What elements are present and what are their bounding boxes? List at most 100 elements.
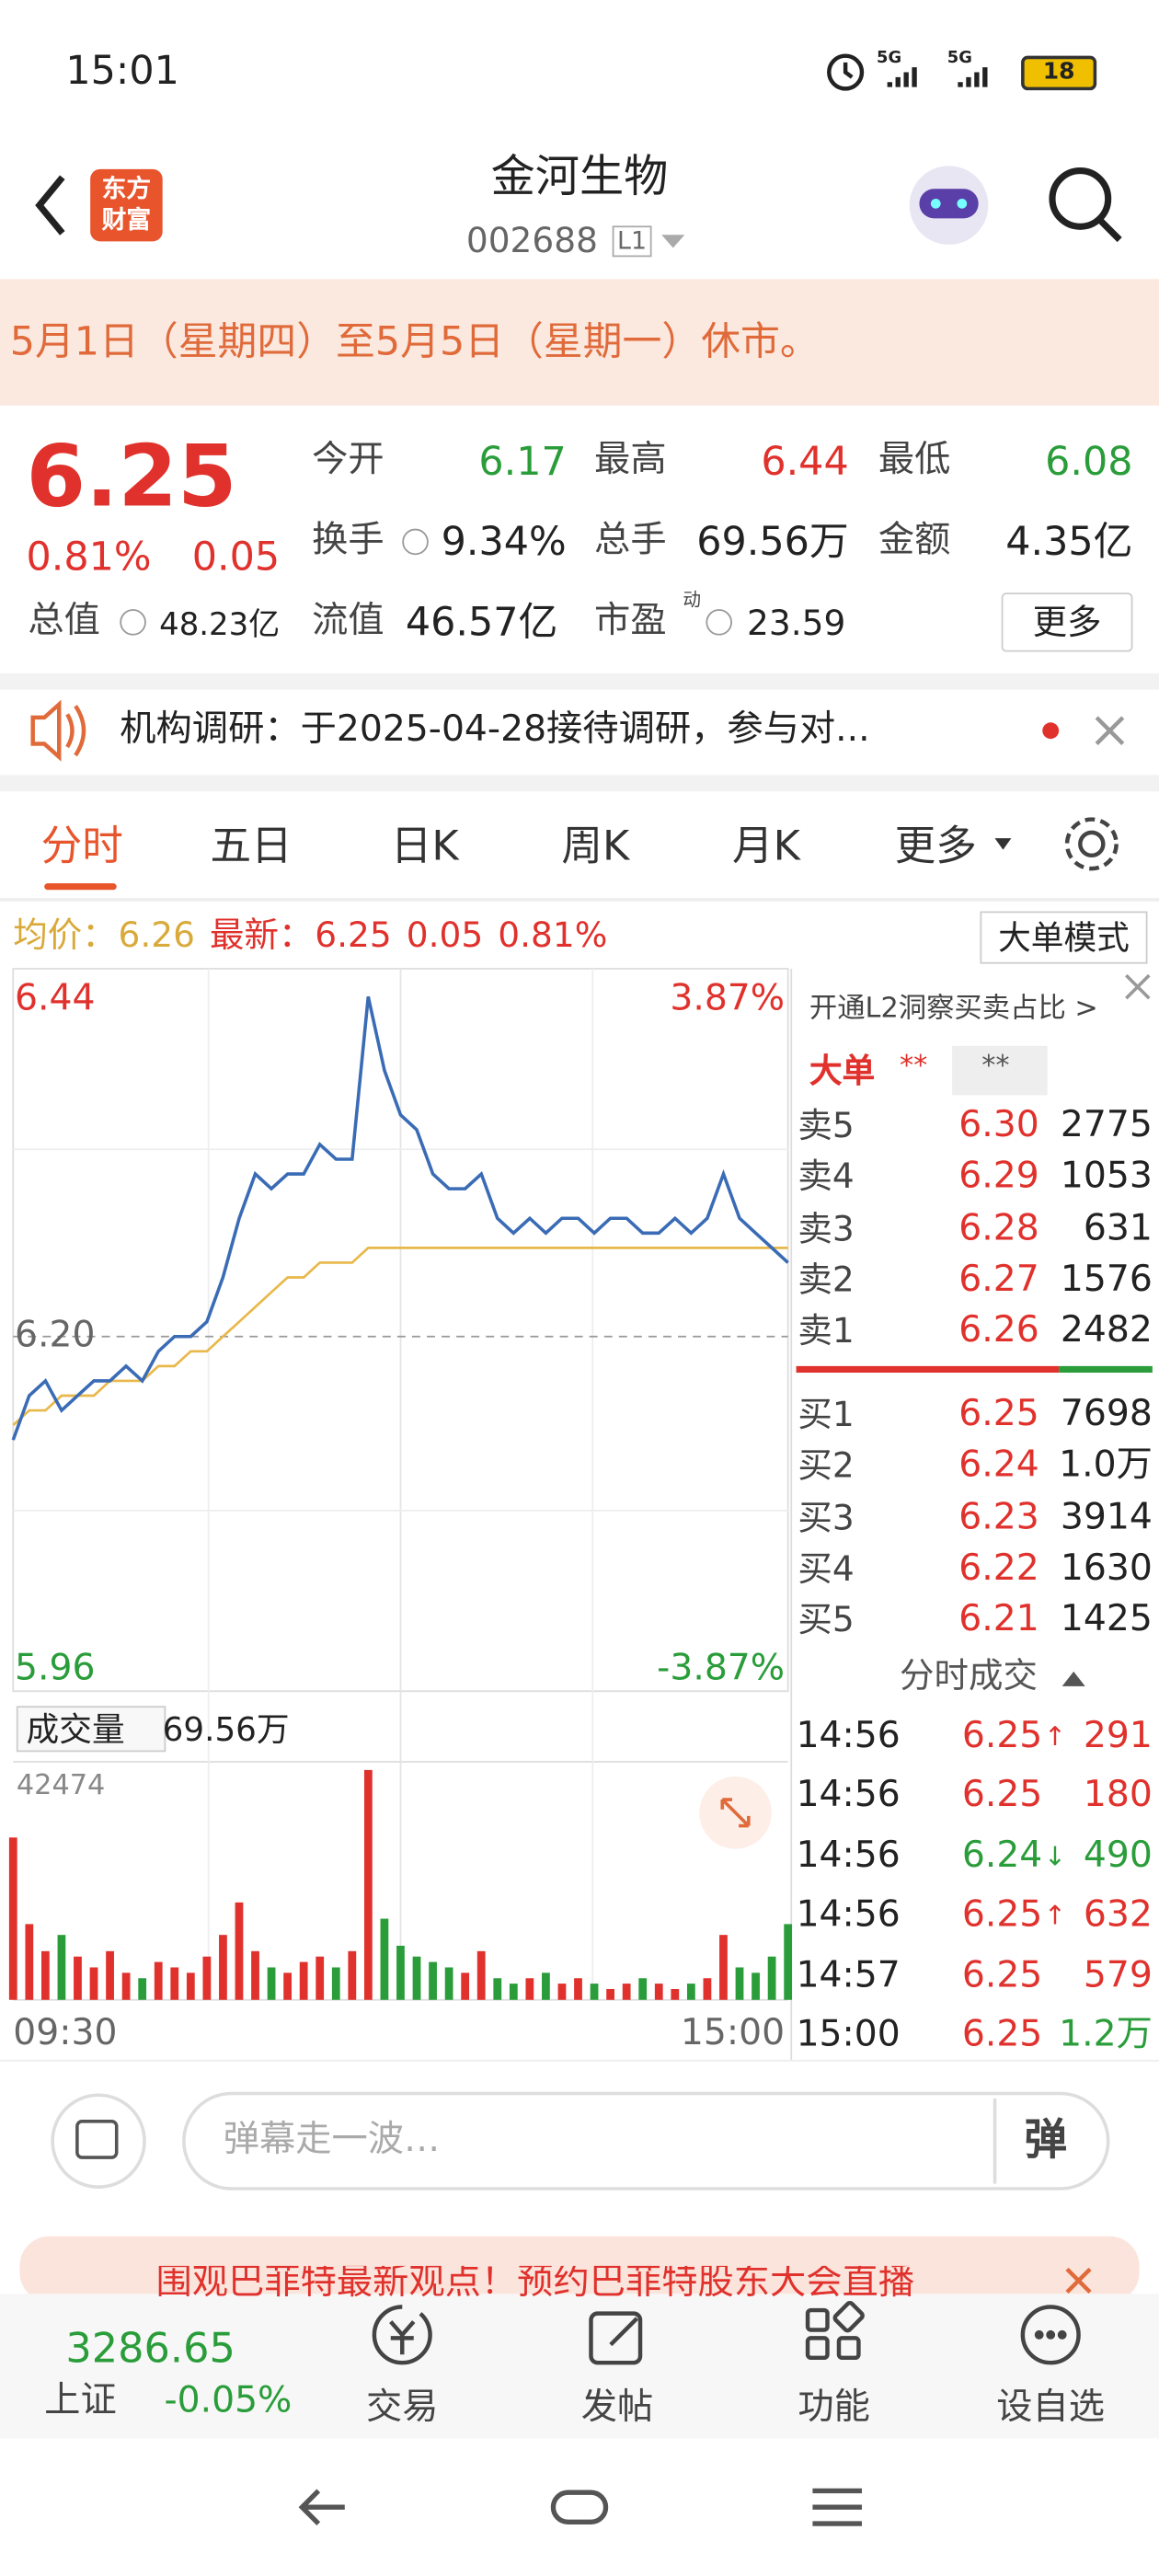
book-label: 买4 bbox=[798, 1548, 855, 1589]
avatar-face bbox=[919, 189, 979, 219]
book-price: 6.29 bbox=[958, 1156, 1039, 1198]
comment-placeholder[interactable]: 弹幕走一波… bbox=[223, 2120, 441, 2161]
ad-banner[interactable] bbox=[19, 2236, 1140, 2303]
tab[interactable]: 周K bbox=[561, 822, 630, 869]
tab[interactable]: 更多 bbox=[894, 822, 977, 869]
volume-bar bbox=[331, 1967, 340, 2000]
book-price: 6.25 bbox=[958, 1394, 1039, 1435]
stat-sup: 动 bbox=[683, 589, 702, 611]
volume-bar bbox=[525, 1978, 534, 2000]
comment-input[interactable] bbox=[182, 2091, 1110, 2191]
news-close[interactable] bbox=[1095, 716, 1125, 746]
volume-bar bbox=[219, 1935, 227, 2000]
nav-item[interactable]: 设自选 bbox=[996, 2386, 1106, 2429]
pct-top: 3.87% bbox=[670, 978, 786, 1020]
volume-bar bbox=[170, 1967, 179, 2000]
trades-toggle[interactable] bbox=[1061, 1671, 1085, 1686]
search-button[interactable] bbox=[1049, 167, 1122, 243]
trade-arrow: ↑ bbox=[1044, 1900, 1066, 1932]
volume-bar bbox=[348, 1950, 357, 2000]
news-text[interactable]: 机构调研：于2025-04-28接待调研，参与对... bbox=[120, 708, 870, 751]
big-order-value: ** bbox=[900, 1050, 928, 1084]
stock-title: 金河生物 bbox=[490, 152, 669, 203]
volume-bar bbox=[735, 1967, 744, 2000]
book-price: 6.27 bbox=[958, 1259, 1039, 1301]
info-change: 0.05 bbox=[406, 914, 484, 955]
volume-bar bbox=[106, 1950, 114, 2000]
change: 0.05 bbox=[191, 534, 281, 580]
volume-bar bbox=[542, 1972, 550, 2000]
volume-bar bbox=[74, 1956, 82, 2000]
nav-item[interactable]: 发帖 bbox=[580, 2386, 654, 2429]
tab-underline bbox=[44, 883, 117, 891]
signal-label: 5G bbox=[947, 49, 972, 68]
tab[interactable]: 分时 bbox=[40, 822, 123, 869]
index-name[interactable]: 上证 bbox=[44, 2380, 117, 2422]
stat-label: 总值 bbox=[28, 601, 100, 642]
book-volume: 1630 bbox=[1060, 1547, 1153, 1590]
tab[interactable]: 月K bbox=[731, 822, 800, 869]
volume-bar bbox=[493, 1978, 502, 2000]
volume-bar bbox=[186, 1972, 195, 2000]
notice-bar bbox=[0, 279, 1159, 406]
book-price: 6.30 bbox=[958, 1105, 1039, 1146]
promo-close[interactable] bbox=[1125, 973, 1151, 1000]
volume-bar bbox=[154, 1961, 163, 2000]
system-nav[interactable] bbox=[298, 2488, 862, 2526]
big-order-box bbox=[952, 1045, 1048, 1096]
stat-value: 46.57亿 bbox=[405, 599, 558, 646]
mode-button[interactable]: 大单模式 bbox=[980, 911, 1148, 964]
volume-bar bbox=[429, 1961, 437, 2000]
trades-title: 分时成交 bbox=[900, 1655, 1038, 1696]
volume-bar bbox=[267, 1967, 276, 2000]
volume-bar bbox=[363, 1769, 373, 2000]
volume-bar bbox=[138, 1978, 147, 2000]
tab[interactable]: 日K bbox=[390, 822, 459, 869]
nav-item[interactable]: 交易 bbox=[365, 2386, 439, 2429]
book-price: 6.23 bbox=[958, 1496, 1039, 1538]
trade-arrow: ↓ bbox=[1044, 1840, 1066, 1872]
nav-item[interactable]: 功能 bbox=[798, 2386, 870, 2429]
comment-icon[interactable] bbox=[51, 2093, 146, 2190]
code-dropdown[interactable] bbox=[661, 235, 685, 248]
volume-label[interactable]: 成交量 bbox=[16, 1706, 166, 1753]
index-change[interactable]: -0.05% bbox=[164, 2380, 293, 2422]
tab-arrow[interactable] bbox=[994, 838, 1012, 850]
stat-label: 市盈 bbox=[594, 601, 667, 642]
volume-bar bbox=[638, 1978, 648, 2000]
tab[interactable]: 五日 bbox=[210, 822, 293, 869]
trade-volume: 579 bbox=[1083, 1954, 1153, 1996]
app-logo[interactable]: 东方财富 bbox=[90, 168, 163, 242]
x-end: 15:00 bbox=[680, 2013, 786, 2054]
stat-label: 总手 bbox=[594, 520, 667, 562]
bottom-nav bbox=[0, 2294, 1159, 2439]
danmaku-button[interactable]: 弹 bbox=[1024, 2116, 1068, 2167]
book-price: 6.24 bbox=[958, 1445, 1039, 1487]
info-icon[interactable] bbox=[706, 609, 732, 636]
info-last-label: 最新： bbox=[210, 914, 314, 955]
volume-bar bbox=[752, 1972, 760, 2000]
back-button[interactable] bbox=[35, 175, 65, 236]
trade-price: 6.25 bbox=[961, 1894, 1043, 1937]
ad-text[interactable]: 围观巴菲特最新观点！预约巴菲特股东大会直播 bbox=[155, 2265, 915, 2303]
info-icon[interactable] bbox=[120, 609, 146, 636]
index-value[interactable]: 3286.65 bbox=[65, 2324, 235, 2372]
trade-time: 14:57 bbox=[796, 1954, 901, 1996]
volume-bar bbox=[767, 1956, 776, 2000]
last-price: 6.25 bbox=[26, 428, 237, 527]
y-tick-label: 6.44 bbox=[15, 978, 96, 1020]
trade-time: 14:56 bbox=[796, 1834, 901, 1877]
book-price: 6.22 bbox=[958, 1547, 1039, 1590]
volume-bar bbox=[283, 1972, 293, 2000]
settings-button[interactable] bbox=[1064, 817, 1119, 871]
more-button[interactable]: 更多 bbox=[1001, 592, 1133, 652]
volume-bar bbox=[316, 1956, 325, 2000]
pct-bottom: -3.87% bbox=[657, 1648, 786, 1690]
info-icon[interactable] bbox=[402, 528, 429, 556]
l2-promo[interactable]: 开通L2洞察买卖占比 > bbox=[809, 992, 1098, 1026]
volume-bar bbox=[40, 1950, 50, 2000]
stat-value: 23.59 bbox=[747, 603, 846, 643]
volume-bar bbox=[299, 1961, 308, 2000]
volume-bar bbox=[509, 1984, 518, 2000]
